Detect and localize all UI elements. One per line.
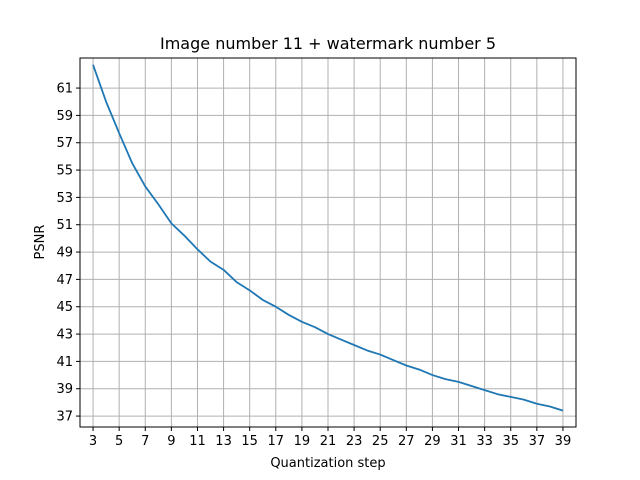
y-tick-label: 57 bbox=[56, 136, 73, 151]
x-axis-ticks: 3 5 7 9 11 13 15 17 19 21 23 25 27 29 31 33 35 37 39 bbox=[89, 427, 571, 449]
y-tick-label: 61 bbox=[56, 82, 73, 97]
y-tick-label: 59 bbox=[56, 109, 73, 124]
y-axis-label: PSNR bbox=[33, 225, 48, 260]
y-tick-label: 37 bbox=[56, 410, 73, 425]
x-tick-label: 3 bbox=[89, 434, 97, 449]
y-tick-label: 49 bbox=[56, 246, 73, 261]
x-tick-label: 33 bbox=[476, 434, 493, 449]
y-tick-label: 55 bbox=[56, 164, 73, 179]
x-tick-label: 25 bbox=[372, 434, 389, 449]
chart-title: Image number 11 + watermark number 5 bbox=[160, 34, 496, 53]
psnr-series-line bbox=[92, 64, 564, 412]
y-tick-label: 53 bbox=[56, 191, 73, 206]
x-axis-label: Quantization step bbox=[270, 456, 385, 471]
y-tick-label: 45 bbox=[56, 300, 73, 315]
x-tick-label: 29 bbox=[424, 434, 441, 449]
y-tick-label: 51 bbox=[56, 218, 73, 233]
y-tick-label: 41 bbox=[56, 355, 73, 370]
y-tick-label: 47 bbox=[56, 273, 73, 288]
x-tick-label: 19 bbox=[294, 434, 311, 449]
x-tick-label: 7 bbox=[141, 434, 149, 449]
x-tick-label: 27 bbox=[398, 434, 415, 449]
x-tick-label: 31 bbox=[450, 434, 467, 449]
x-tick-label: 17 bbox=[268, 434, 285, 449]
x-tick-label: 9 bbox=[167, 434, 175, 449]
x-tick-label: 21 bbox=[320, 434, 337, 449]
x-tick-label: 37 bbox=[529, 434, 546, 449]
x-tick-label: 23 bbox=[346, 434, 363, 449]
y-tick-label: 43 bbox=[56, 328, 73, 343]
x-tick-label: 11 bbox=[189, 434, 206, 449]
series-layer bbox=[92, 64, 564, 412]
grid-lines bbox=[80, 58, 576, 427]
y-tick-label: 39 bbox=[56, 382, 73, 397]
x-tick-label: 35 bbox=[502, 434, 519, 449]
x-tick-label: 13 bbox=[215, 434, 232, 449]
y-axis-ticks: 37 39 41 43 45 47 49 51 53 55 57 59 61 bbox=[56, 82, 80, 425]
x-tick-label: 5 bbox=[115, 434, 123, 449]
x-tick-label: 15 bbox=[241, 434, 258, 449]
x-tick-label: 39 bbox=[555, 434, 572, 449]
